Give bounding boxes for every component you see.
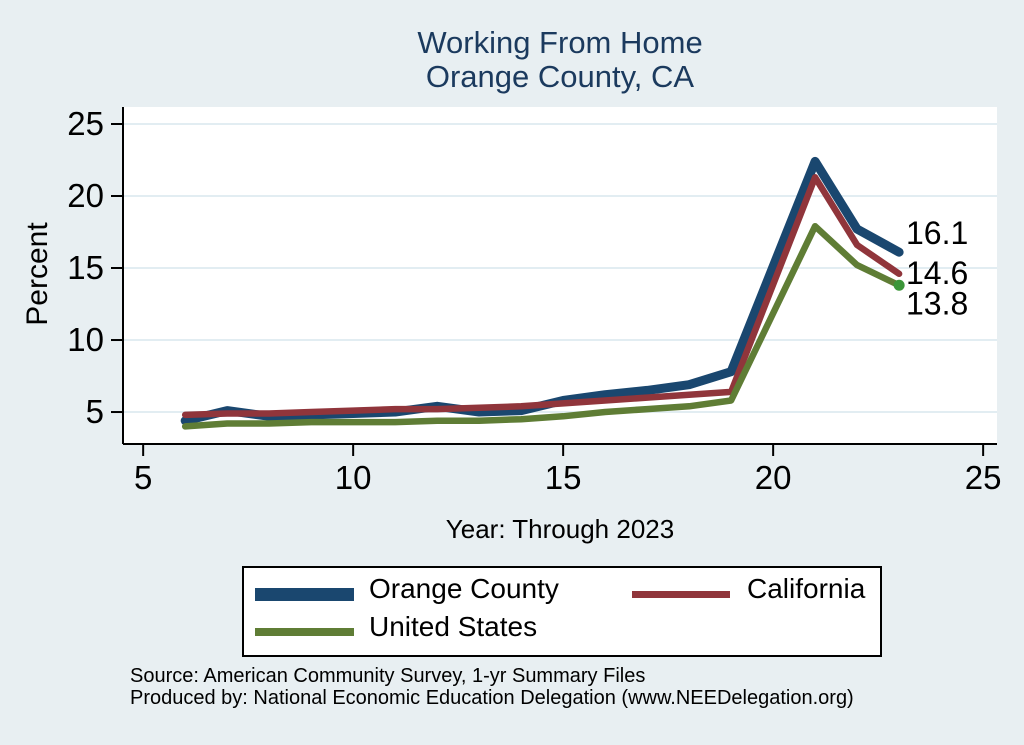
legend: Orange County California United States [242,566,882,657]
series-line-california [181,174,903,419]
end-label-united-states: 13.8 [906,285,968,321]
y-axis-label: Percent [21,222,54,326]
footer: Source: American Community Survey, 1-yr … [130,665,1010,709]
legend-swatch-united-states [255,628,354,636]
x-tick-label-5: 5 [134,459,152,496]
legend-swatch-orange-county [255,588,354,601]
legend-label-california: California [747,573,866,604]
end-label-orange-county: 16.1 [906,215,968,251]
series-line-united-states [181,222,903,430]
y-tick-label-20: 20 [67,177,104,214]
x-axis-label: Year: Through 2023 [445,514,675,544]
y-tick-label-25: 25 [67,105,104,142]
y-tick-label-5: 5 [86,393,104,430]
chart-title-line2: Orange County, CA [425,59,695,94]
plot-area: 5 10 15 20 25 5 10 15 20 25 16.1 14.613.8 [67,105,1002,496]
x-tick-label-15: 15 [545,459,582,496]
legend-swatch-california [632,591,730,598]
x-tick-label-25: 25 [965,459,1002,496]
source-note: Source: American Community Survey, 1-yr … [130,665,646,687]
end-label-california: 14.6 [906,255,968,291]
y-tick-label-15: 15 [67,249,104,286]
producer-note: Produced by: National Economic Education… [130,687,854,709]
chart-title-line1: Working From Home [417,25,703,60]
x-tick-label-10: 10 [335,459,372,496]
x-tick-label-20: 20 [755,459,792,496]
plot-background [123,107,997,444]
y-tick-label-10: 10 [67,321,104,358]
legend-label-orange-county: Orange County [369,573,559,604]
legend-label-united-states: United States [369,611,538,642]
series-end-marker-united-states [893,279,905,291]
chart-title: Working From Home Orange County, CA [123,26,997,94]
